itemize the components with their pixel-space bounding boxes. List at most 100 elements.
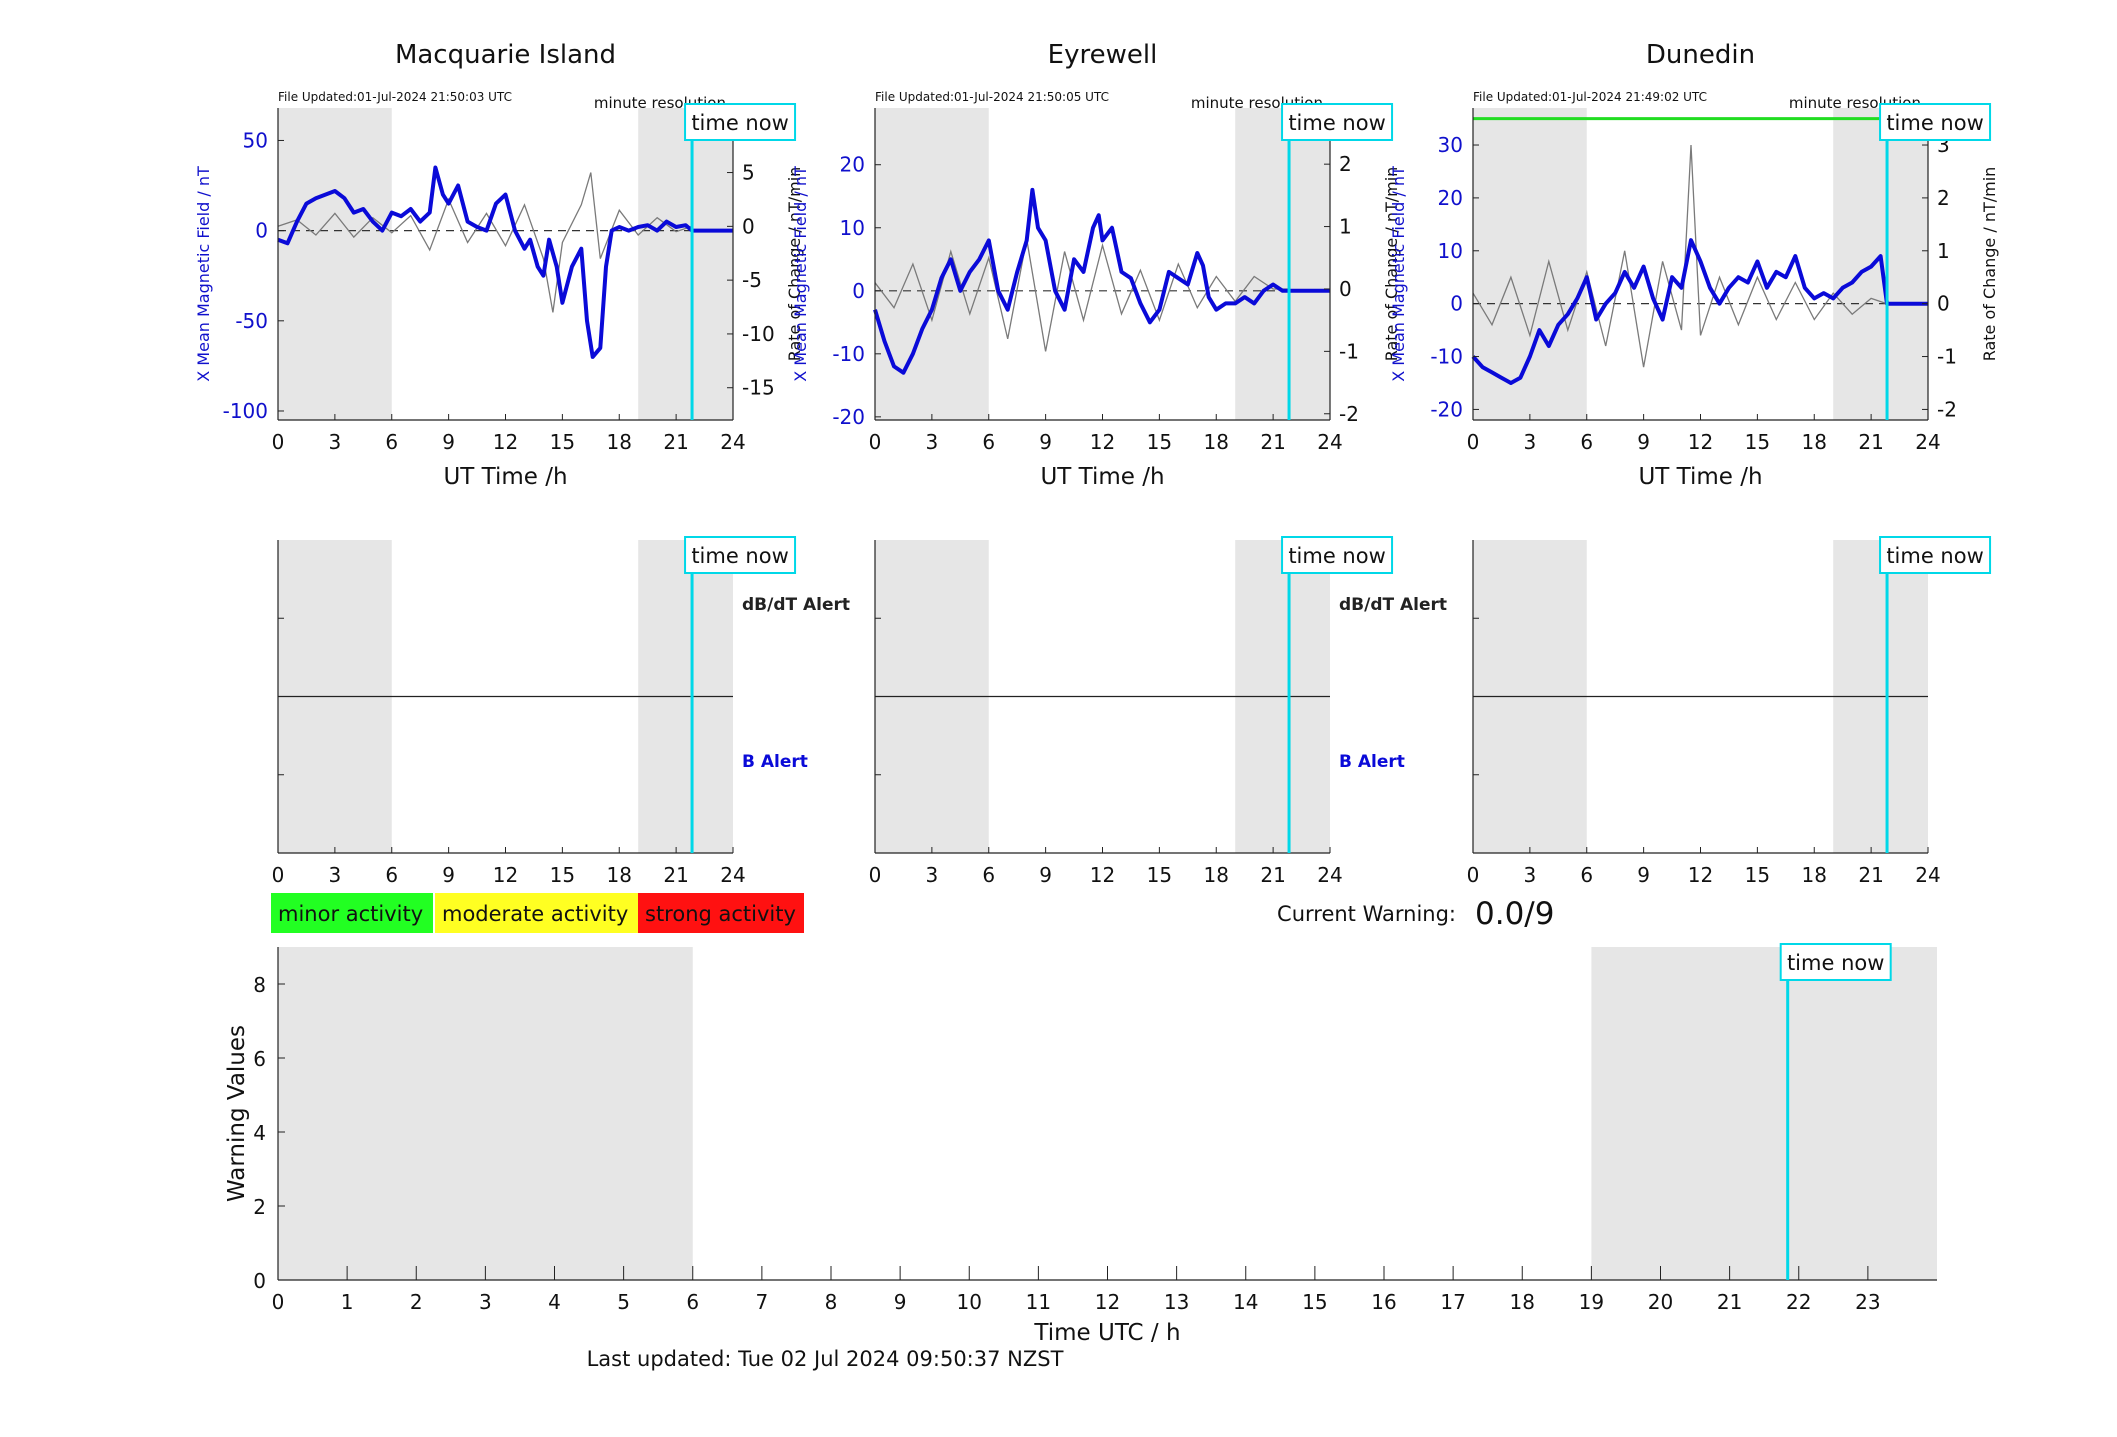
- warning-x-tick-label: 18: [1510, 1290, 1535, 1314]
- panel-2-y-tick-label: 20: [840, 153, 865, 177]
- panel-3-y-tick-label: -10: [1430, 345, 1463, 369]
- warning-x-tick-label: 10: [957, 1290, 982, 1314]
- warning-y-tick-label: 4: [253, 1121, 266, 1145]
- panel-2-x-tick-label: 24: [1317, 430, 1342, 454]
- panel-1-y-tick-label: 0: [255, 219, 268, 243]
- panel-3-file-updated: File Updated:01-Jul-2024 21:49:02 UTC: [1473, 90, 1707, 104]
- panel-1-time-now-label: time now: [691, 111, 788, 135]
- panel-2-time-now-label: time now: [1288, 111, 1385, 135]
- alert-panel-1-x-tick-label: 6: [385, 863, 398, 887]
- panel-2-time-now-label-box: [1281, 103, 1394, 141]
- panel-3-y-tick-label: 0: [1450, 292, 1463, 316]
- panel-3-y-tick-label: 10: [1438, 239, 1463, 263]
- panel-1-time-now-label-box: [684, 103, 797, 141]
- panel-3-title: Dunedin: [1646, 40, 1755, 70]
- alert-panel-1-x-tick-label: 24: [720, 863, 745, 887]
- panel-1-x-tick-label: 0: [272, 430, 285, 454]
- alert-panel-3-x-tick-label: 21: [1858, 863, 1883, 887]
- alert-panel-1-dbdt-alert: dB/dT Alert: [742, 595, 850, 615]
- warning-x-tick-label: 11: [1026, 1290, 1051, 1314]
- alert-panel-1-x-tick-label: 0: [272, 863, 285, 887]
- warning-y-axis-label: Warning Values: [224, 1025, 250, 1202]
- warning-x-tick-label: 17: [1440, 1290, 1465, 1314]
- panel-3-x-tick-label: 12: [1688, 430, 1713, 454]
- legend-moderate-swatch: [435, 893, 638, 933]
- warning-night-band-1: [278, 947, 693, 1280]
- alert-panel-1-x-tick-label: 18: [607, 863, 632, 887]
- panel-3-y-right-tick-label: -1: [1937, 345, 1957, 369]
- alert-panel-1-x-tick-label: 15: [550, 863, 575, 887]
- alert-panel-2-time-now-label-box: [1281, 536, 1394, 574]
- panel-3-y-right-tick-label: 0: [1937, 292, 1950, 316]
- panel-1-x-tick-label: 18: [607, 430, 632, 454]
- panel-1-y-axis-label: X Mean Magnetic Field / nT: [194, 166, 213, 382]
- panel-3-x-tick-label: 21: [1858, 430, 1883, 454]
- footer-last-updated: Last updated: Tue 02 Jul 2024 09:50:37 N…: [586, 1347, 1064, 1371]
- panel-2-y-tick-label: -20: [832, 405, 865, 429]
- warning-x-tick-label: 7: [756, 1290, 769, 1314]
- panel-3-time-now-label-box: [1879, 103, 1992, 141]
- panel-3-y-tick-label: 30: [1438, 133, 1463, 157]
- panel-2-y-tick-label: 10: [840, 216, 865, 240]
- panel-1-field-series: [277, 165, 733, 359]
- warning-time-now-label-box: [1779, 943, 1892, 981]
- warning-x-tick-label: 20: [1648, 1290, 1673, 1314]
- legend-strong-swatch: [638, 893, 804, 933]
- alert-panel-2-x-tick-label: 0: [869, 863, 882, 887]
- warning-x-tick-label: 12: [1095, 1290, 1120, 1314]
- panel-3-y-right-tick-label: 2: [1937, 186, 1950, 210]
- alert-panel-1-time-now-label: time now: [691, 544, 788, 568]
- warning-x-tick-label: 14: [1233, 1290, 1258, 1314]
- legend-minor-swatch: [271, 893, 433, 933]
- warning-y-tick-label: 6: [253, 1047, 266, 1071]
- warning-x-axis-label: Time UTC / h: [1033, 1320, 1180, 1346]
- alert-panel-1-x-tick-label: 12: [493, 863, 518, 887]
- warning-x-tick-label: 13: [1164, 1290, 1189, 1314]
- warning-x-tick-label: 22: [1786, 1290, 1811, 1314]
- panel-2-y-right-tick-label: 0: [1339, 277, 1352, 301]
- alert-panel-3-x-tick-label: 18: [1802, 863, 1827, 887]
- warning-x-tick-label: 8: [825, 1290, 838, 1314]
- alert-panel-3-x-tick-label: 3: [1524, 863, 1537, 887]
- warning-x-tick-label: 9: [894, 1290, 907, 1314]
- alert-panel-3-x-tick-label: 6: [1580, 863, 1593, 887]
- panel-1-y-right-tick-label: -10: [742, 322, 775, 346]
- warning-night-band-2: [1591, 947, 1937, 1280]
- alert-panel-2-x-tick-label: 3: [926, 863, 939, 887]
- panel-2-night-band-1: [875, 108, 989, 420]
- warning-x-tick-label: 19: [1579, 1290, 1604, 1314]
- alert-panel-2-x-tick-label: 21: [1260, 863, 1285, 887]
- alert-panel-1-b-alert: B Alert: [742, 752, 808, 772]
- alert-panel-1-time-now-label-box: [684, 536, 797, 574]
- panel-2-y-right-tick-label: 2: [1339, 152, 1352, 176]
- alert-panel-2-x-tick-label: 18: [1204, 863, 1229, 887]
- panel-2-x-tick-label: 21: [1260, 430, 1285, 454]
- current-warning-value: 0.0/9: [1475, 896, 1554, 932]
- alert-panel-1-x-tick-label: 3: [329, 863, 342, 887]
- panel-1-y-right-tick-label: -15: [742, 376, 775, 400]
- warning-y-tick-label: 2: [253, 1195, 266, 1219]
- panel-1-x-tick-label: 9: [442, 430, 455, 454]
- alert-panel-3-time-now-label: time now: [1886, 544, 1983, 568]
- panel-2-y-right-tick-label: -2: [1339, 402, 1359, 426]
- alert-panel-2-b-alert: B Alert: [1339, 752, 1405, 772]
- panel-2-y-right-tick-label: 1: [1339, 215, 1352, 239]
- panel-1-night-band-2: [638, 108, 733, 420]
- panel-3-night-band-1: [1473, 108, 1587, 420]
- panel-1-x-tick-label: 24: [720, 430, 745, 454]
- warning-x-tick-label: 4: [548, 1290, 561, 1314]
- panel-1-file-updated: File Updated:01-Jul-2024 21:50:03 UTC: [278, 90, 512, 104]
- warning-y-tick-label: 0: [253, 1269, 266, 1293]
- panel-3-y-tick-label: 20: [1438, 186, 1463, 210]
- panel-3-y-right-axis-label: Rate of Change / nT/min: [1980, 167, 1999, 362]
- panel-1-x-tick-label: 15: [550, 430, 575, 454]
- alert-panel-1-x-tick-label: 21: [663, 863, 688, 887]
- panel-1-x-tick-label: 3: [329, 430, 342, 454]
- panel-1-night-band-1: [278, 108, 392, 420]
- panel-2-x-tick-label: 3: [926, 430, 939, 454]
- alert-panel-1-x-tick-label: 9: [442, 863, 455, 887]
- panel-1-x-axis-label: UT Time /h: [443, 464, 567, 490]
- panel-2-y-right-axis-label: Rate of Change / nT/min: [1382, 167, 1401, 362]
- panel-3-x-tick-label: 24: [1915, 430, 1940, 454]
- panel-2-x-tick-label: 12: [1090, 430, 1115, 454]
